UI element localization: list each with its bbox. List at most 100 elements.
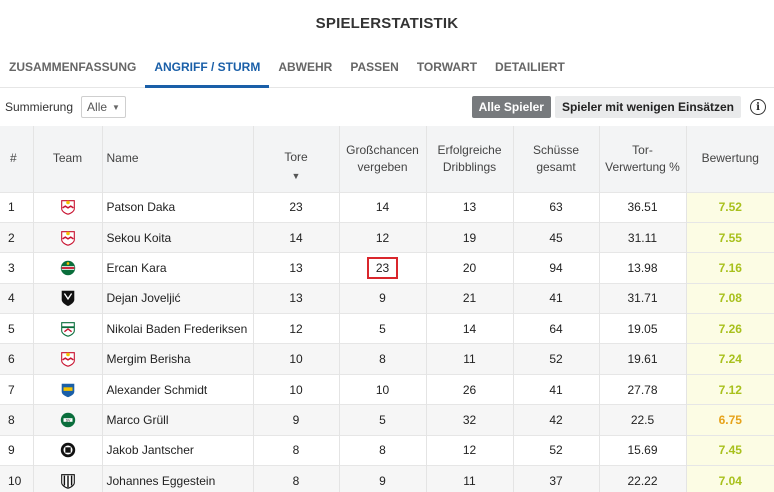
cell-team[interactable]	[33, 343, 103, 375]
cell-shots: 41	[513, 373, 600, 405]
cell-shots: 64	[513, 313, 600, 344]
cell-shots: 94	[513, 252, 600, 284]
col-conversion-label-2: Verwertung %	[605, 159, 680, 174]
tab-angriff-sturm[interactable]: ANGRIFF / STURM	[145, 46, 270, 88]
cell-rank: 1	[0, 191, 34, 223]
col-name[interactable]: Name	[102, 126, 254, 192]
table-row[interactable]: 8 SV Marco Grüll 9 5 32 42 22.5 6.75	[0, 404, 774, 436]
cell-rating: 7.26	[686, 313, 774, 344]
cell-missed-chances: 5	[339, 313, 427, 344]
table-row[interactable]: 5 Nikolai Baden Frederiksen 12 5 14 64 19.05 7.…	[0, 313, 774, 344]
cell-team[interactable]	[33, 282, 103, 314]
salzburg-crest-icon	[59, 229, 77, 247]
cell-conversion: 13.98	[599, 252, 687, 284]
highlighted-value: 23	[366, 256, 399, 279]
table-header-row: # Team Name Tore ▼ Großchancen vergeben …	[0, 126, 774, 192]
cell-rank: 3	[0, 252, 34, 284]
table-row[interactable]: 1 Patson Daka 23 14 13 63 36.51 7.52	[0, 191, 774, 223]
cell-dribbles: 21	[426, 282, 514, 314]
cell-team[interactable]: SV	[33, 404, 103, 436]
cell-missed-chances: 12	[339, 221, 427, 253]
cell-player-name[interactable]: Marco Grüll	[102, 404, 254, 436]
summation-label: Summierung	[5, 100, 74, 114]
cell-team[interactable]	[33, 434, 103, 466]
col-conversion[interactable]: Tor- Verwertung %	[599, 126, 687, 192]
cell-rating: 7.04	[686, 465, 774, 492]
cell-dribbles: 11	[426, 465, 514, 492]
cell-missed-chances: 5	[339, 404, 427, 436]
table-row[interactable]: 6 Mergim Berisha 10 8 11 52 19.61 7.24	[0, 343, 774, 375]
cell-missed-chances: 23	[339, 252, 427, 284]
toolbar: Summierung Alle ▼ Alle Spieler Spieler m…	[0, 88, 774, 126]
cell-rank: 4	[0, 282, 34, 314]
cell-player-name[interactable]: Nikolai Baden Frederiksen	[102, 313, 254, 344]
col-goals[interactable]: Tore ▼	[253, 126, 340, 192]
salzburg-crest-icon	[59, 198, 77, 216]
cell-team[interactable]	[33, 191, 103, 223]
col-shots[interactable]: Schüsse gesamt	[513, 126, 600, 192]
col-rank-label: #	[10, 151, 17, 166]
cell-player-name[interactable]: Mergim Berisha	[102, 343, 254, 375]
cell-player-name[interactable]: Johannes Eggestein	[102, 465, 254, 492]
cell-team[interactable]	[33, 252, 103, 284]
table-row[interactable]: 2 Sekou Koita 14 12 19 45 31.11 7.55	[0, 221, 774, 253]
cell-shots: 41	[513, 282, 600, 314]
tab-passen[interactable]: PASSEN	[350, 59, 399, 74]
cell-player-name[interactable]: Patson Daka	[102, 191, 254, 223]
col-rank[interactable]: #	[0, 126, 34, 192]
cell-team[interactable]	[33, 373, 103, 405]
cell-rank: 7	[0, 373, 34, 405]
col-team[interactable]: Team	[33, 126, 103, 192]
cell-player-name[interactable]: Sekou Koita	[102, 221, 254, 253]
few-appearances-button[interactable]: Spieler mit wenigen Einsätzen	[554, 96, 741, 118]
col-missed-chances[interactable]: Großchancen vergeben	[339, 126, 427, 192]
col-rating[interactable]: Bewertung	[686, 126, 774, 192]
tab-zusammenfassung[interactable]: ZUSAMMENFASSUNG	[9, 59, 137, 74]
cell-conversion: 27.78	[599, 373, 687, 405]
cell-conversion: 31.11	[599, 221, 687, 253]
cell-team[interactable]	[33, 221, 103, 253]
summation-select[interactable]: Alle ▼	[81, 96, 126, 118]
cell-goals: 9	[253, 404, 340, 436]
cell-team[interactable]	[33, 313, 103, 344]
cell-player-name[interactable]: Ercan Kara	[102, 252, 254, 284]
ried-crest-icon: SV	[59, 411, 77, 429]
wac-crest-icon	[59, 289, 77, 307]
cell-conversion: 22.5	[599, 404, 687, 436]
all-players-button[interactable]: Alle Spieler	[471, 96, 551, 118]
col-missed-label-2: vergeben	[357, 159, 408, 174]
table-row[interactable]: 3 Ercan Kara 13 23 20 94 13.98 7.16	[0, 252, 774, 284]
table-row[interactable]: 9 Jakob Jantscher 8 8 12 52 15.69 7.45	[0, 434, 774, 466]
salzburg-crest-icon	[59, 350, 77, 368]
cell-player-name[interactable]: Dejan Joveljić	[102, 282, 254, 314]
sturm-crest-icon	[59, 441, 77, 459]
col-missed-label-1: Großchancen	[346, 142, 419, 157]
tab-torwart[interactable]: TORWART	[416, 59, 478, 74]
info-icon[interactable]: i	[750, 99, 766, 115]
cell-goals: 13	[253, 282, 340, 314]
col-dribbles[interactable]: Erfolgreiche Dribblings	[426, 126, 514, 192]
cell-dribbles: 12	[426, 434, 514, 466]
cell-conversion: 31.71	[599, 282, 687, 314]
cell-rating: 7.08	[686, 282, 774, 314]
summation-value: Alle	[87, 100, 108, 114]
cell-player-name[interactable]: Jakob Jantscher	[102, 434, 254, 466]
cell-rating: 7.52	[686, 191, 774, 223]
tab-detailiert[interactable]: DETAILIERT	[495, 59, 565, 74]
table-row[interactable]: 4 Dejan Joveljić 13 9 21 41 31.71 7.08	[0, 282, 774, 314]
cell-rank: 6	[0, 343, 34, 375]
cell-goals: 8	[253, 434, 340, 466]
col-rating-label: Bewertung	[701, 151, 759, 166]
cell-dribbles: 14	[426, 313, 514, 344]
cell-team[interactable]	[33, 465, 103, 492]
page-title: SPIELERSTATISTIK	[315, 14, 459, 32]
table-row[interactable]: 10 Johannes Eggestein 8 9 11 37 22.22 7.04	[0, 465, 774, 492]
cell-rank: 5	[0, 313, 34, 344]
tab-abwehr[interactable]: ABWEHR	[278, 59, 333, 74]
cell-missed-chances: 9	[339, 282, 427, 314]
cell-missed-chances: 10	[339, 373, 427, 405]
table-row[interactable]: 7 Alexander Schmidt 10 10 26 41 27.78 7.12	[0, 373, 774, 405]
col-dribbles-label-1: Erfolgreiche	[437, 142, 502, 157]
cell-dribbles: 19	[426, 221, 514, 253]
cell-player-name[interactable]: Alexander Schmidt	[102, 373, 254, 405]
